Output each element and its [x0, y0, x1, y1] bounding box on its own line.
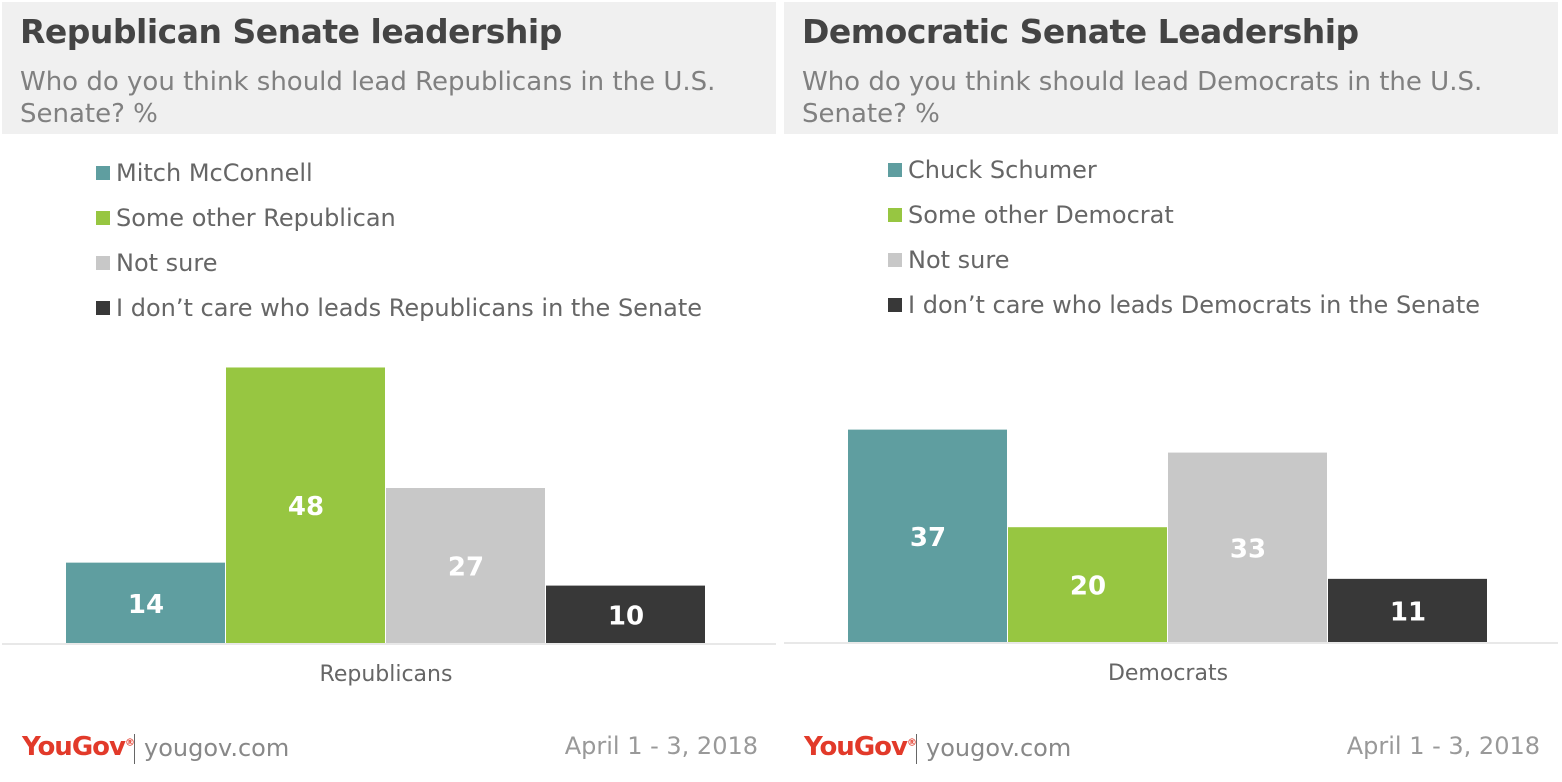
- data-label: 48: [288, 492, 324, 522]
- legend-swatch: [888, 162, 902, 177]
- legend-label: Some other Republican: [116, 203, 396, 232]
- legend-swatch: [96, 210, 110, 225]
- legend-label: I don’t care who leads Republicans in th…: [116, 293, 703, 322]
- legend-label: I don’t care who leads Democrats in the …: [908, 290, 1481, 319]
- legend-item: Some other Republican: [96, 195, 702, 240]
- bar: [1168, 452, 1327, 642]
- bar: [1008, 527, 1167, 642]
- footer-url: yougov.com: [926, 734, 1072, 762]
- chart-header: Democratic Senate Leadership Who do you …: [784, 2, 1558, 134]
- bar-chart: 37 20 33 11 Democrats: [784, 429, 1558, 686]
- survey-date: April 1 - 3, 2018: [564, 732, 758, 760]
- legend-item: Some other Democrat: [888, 192, 1480, 237]
- legend-label: Some other Democrat: [908, 200, 1174, 229]
- legend-item: Chuck Schumer: [888, 147, 1480, 192]
- bar: [546, 585, 705, 643]
- bar: [66, 562, 225, 643]
- data-label: 20: [1070, 572, 1106, 602]
- footer-url: yougov.com: [144, 734, 290, 762]
- yougov-logo: YouGov®: [804, 732, 917, 762]
- legend-item: I don’t care who leads Democrats in the …: [888, 282, 1480, 327]
- legend-swatch: [888, 297, 902, 312]
- data-label: 27: [448, 553, 484, 583]
- bar-chart: 14 48 27 10 Republicans: [2, 367, 776, 687]
- legend-swatch: [888, 252, 902, 267]
- legend-swatch: [96, 300, 110, 315]
- chart-subtitle: Who do you think should lead Democrats i…: [802, 67, 1483, 129]
- chart-title: Republican Senate leadership: [20, 12, 562, 51]
- data-label: 37: [910, 523, 946, 553]
- legend: Chuck Schumer Some other Democrat Not su…: [888, 147, 1480, 327]
- bar: [386, 488, 545, 643]
- legend: Mitch McConnell Some other Republican No…: [96, 150, 702, 330]
- bar: [226, 367, 385, 643]
- legend-item: Not sure: [888, 237, 1480, 282]
- bar: [1328, 578, 1487, 642]
- legend-label: Mitch McConnell: [116, 158, 313, 187]
- survey-date: April 1 - 3, 2018: [1346, 732, 1540, 760]
- footer-divider: [916, 734, 917, 764]
- chart-header: Republican Senate leadership Who do you …: [2, 2, 776, 134]
- chart-title: Democratic Senate Leadership: [802, 12, 1359, 51]
- republican-panel: Republican Senate leadership Who do you …: [2, 0, 776, 782]
- legend-item: I don’t care who leads Republicans in th…: [96, 285, 702, 330]
- x-tick-label: Democrats: [1108, 661, 1228, 686]
- chart-subtitle: Who do you think should lead Republicans…: [20, 67, 716, 129]
- x-tick-label: Republicans: [320, 662, 453, 687]
- legend-label: Not sure: [908, 245, 1010, 274]
- legend-item: Mitch McConnell: [96, 150, 702, 195]
- democratic-panel: Democratic Senate Leadership Who do you …: [784, 0, 1558, 782]
- data-label: 10: [608, 601, 644, 631]
- data-label: 33: [1230, 534, 1266, 564]
- legend-label: Chuck Schumer: [908, 155, 1097, 184]
- data-label: 11: [1390, 597, 1426, 627]
- legend-swatch: [96, 165, 110, 180]
- legend-swatch: [96, 255, 110, 270]
- legend-item: Not sure: [96, 240, 702, 285]
- legend-swatch: [888, 207, 902, 222]
- footer-divider: [134, 734, 135, 764]
- data-label: 14: [128, 590, 164, 620]
- legend-label: Not sure: [116, 248, 218, 277]
- bar: [848, 429, 1007, 642]
- yougov-logo: YouGov®: [22, 732, 135, 762]
